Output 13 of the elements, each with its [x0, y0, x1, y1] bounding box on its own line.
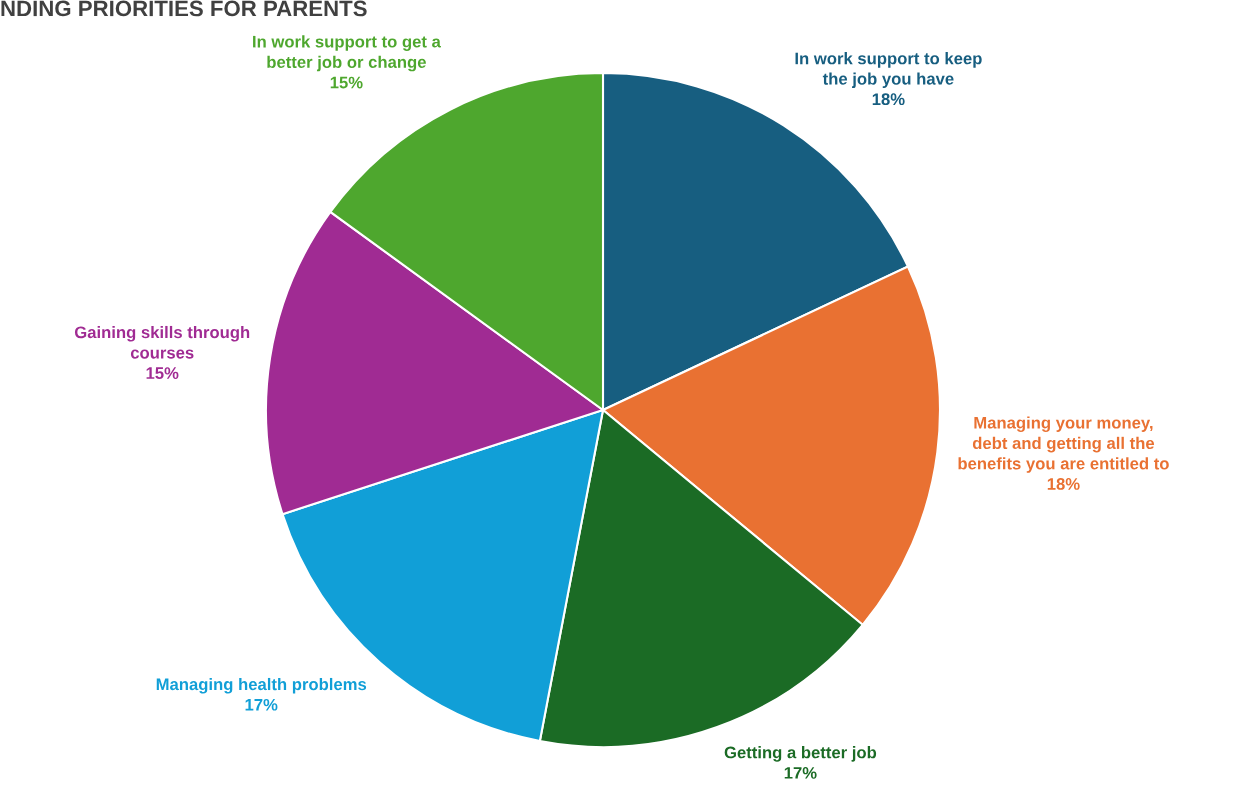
data-label: 15% — [146, 367, 179, 379]
slice-label: Gaining skills through courses — [74, 325, 250, 359]
data-label: 18% — [872, 93, 905, 106]
data-label: 15% — [330, 76, 363, 89]
chart-title: NDING PRIORITIES FOR PARENTS — [1, 0, 367, 17]
slice-label: Managing your money, debt and getting all the benefits you are entitled to — [958, 416, 1169, 473]
data-label: 17% — [245, 698, 278, 711]
slice-label: Getting a better job — [724, 746, 877, 762]
slice-label: In work support to keep the job you have — [795, 52, 982, 89]
slice-label: Managing health problems — [156, 677, 367, 694]
data-label: 18% — [1047, 478, 1080, 490]
slice-label: In work support to get a better job or change — [253, 35, 441, 72]
data-label: 17% — [784, 767, 817, 779]
